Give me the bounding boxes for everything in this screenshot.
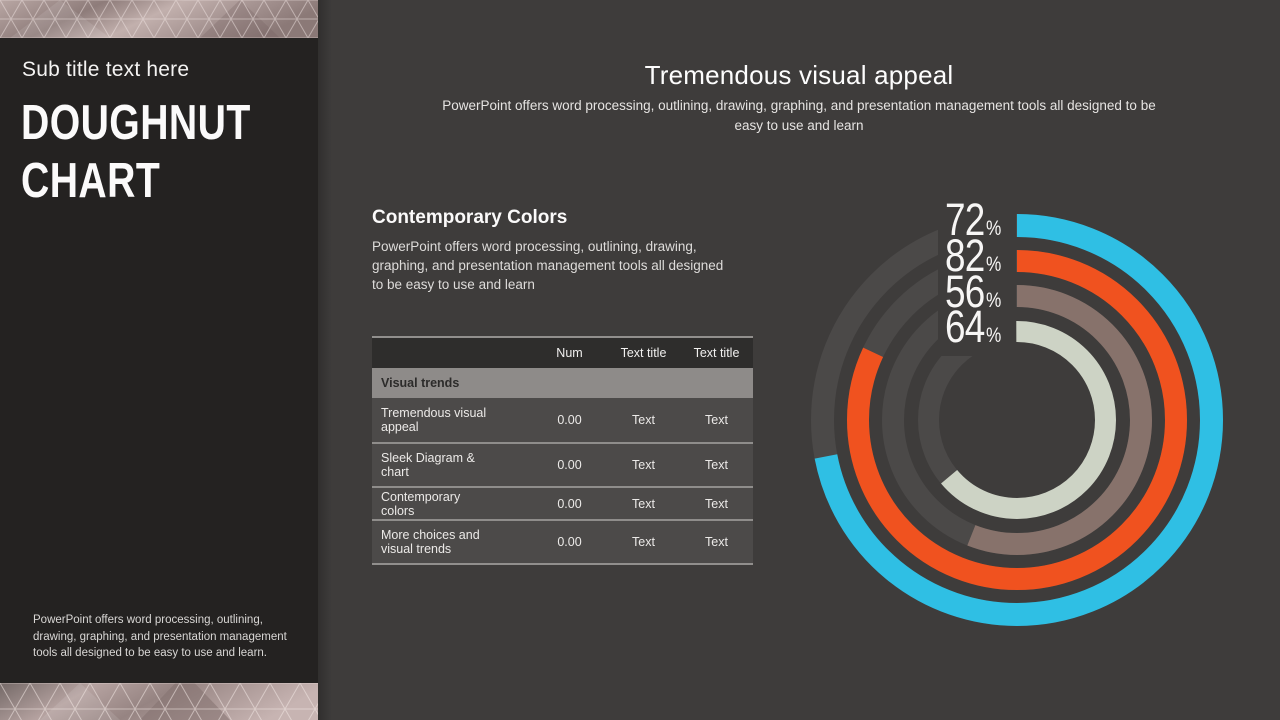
row-label: Sleek Diagram & chart — [381, 451, 475, 479]
row-text-2: Text — [705, 458, 728, 472]
page-title: Tremendous visual appeal — [644, 60, 954, 90]
ring-1-value: 72 — [945, 194, 985, 245]
ring-4-value: 64 — [945, 301, 985, 352]
labels-backdrop — [938, 196, 1016, 356]
ring-4-arc — [918, 321, 1116, 519]
row-num: 0.00 — [557, 496, 582, 511]
slide-title-line1: DOUGHNUT — [21, 96, 251, 150]
row-text-1: Text — [632, 535, 655, 549]
row-text-2: Text — [705, 496, 728, 511]
triangle-pattern-banner-top — [0, 0, 318, 38]
table-group-row: Visual trends — [372, 368, 753, 398]
row-label: Contemporary colors — [381, 489, 461, 518]
row-num: 0.00 — [557, 535, 582, 549]
triangle-pattern-banner-bottom — [0, 683, 318, 720]
row-text-1: Text — [632, 496, 655, 511]
slide-title-line2: CHART — [21, 154, 161, 208]
percent-sign: % — [986, 253, 1002, 276]
table-header-text-title-2: Text title — [693, 346, 740, 360]
slide-title: DOUGHNUT CHART — [21, 94, 251, 210]
section-body-text: PowerPoint offers word processing, outli… — [372, 239, 724, 292]
doughnut-chart — [811, 196, 1223, 626]
data-table: Num Text title Text title Visual trends … — [372, 336, 753, 565]
table-row: More choices and visual trends 0.00 Text… — [372, 519, 753, 563]
percent-sign: % — [986, 217, 1002, 240]
table-header-row: Num Text title Text title — [372, 338, 753, 368]
row-num: 0.00 — [557, 458, 582, 472]
ring-1-value-label: 72% — [945, 197, 1002, 242]
row-label: Tremendous visual appeal — [381, 406, 487, 434]
page-subtitle: PowerPoint offers word processing, outli… — [442, 98, 1156, 133]
ring-3-value-label: 56% — [945, 269, 1002, 314]
ring-3-arc — [882, 285, 1152, 555]
row-label: More choices and visual trends — [381, 528, 480, 556]
table-header-text-title-1: Text title — [620, 346, 667, 360]
slide-subtitle: Sub title text here — [22, 58, 190, 81]
row-num: 0.00 — [557, 413, 582, 427]
ring-2-value: 82 — [945, 230, 985, 281]
ring-4-value-label: 64% — [945, 304, 1002, 349]
table-row: Sleek Diagram & chart 0.00 Text Text — [372, 442, 753, 486]
percent-sign: % — [986, 288, 1002, 312]
sidebar-edge-shadow — [318, 0, 332, 720]
percent-sign: % — [986, 324, 1002, 347]
ring-2-value-label: 82% — [945, 233, 1002, 278]
table-row: Contemporary colors 0.00 Text Text — [372, 486, 753, 519]
table-row: Tremendous visual appeal 0.00 Text Text — [372, 398, 753, 442]
sidebar-footer-text: PowerPoint offers word processing, outli… — [33, 614, 287, 659]
row-text-2: Text — [705, 413, 728, 427]
row-text-1: Text — [632, 413, 655, 427]
table-header-num: Num — [556, 346, 583, 360]
ring-3-value: 56 — [945, 265, 985, 317]
ring-2-arc — [847, 250, 1187, 590]
row-text-1: Text — [632, 458, 655, 472]
ring-1-arc — [811, 214, 1223, 626]
row-text-2: Text — [705, 535, 728, 549]
section-title: Contemporary Colors — [372, 207, 568, 228]
sidebar-panel: Sub title text here DOUGHNUT CHART Power… — [0, 0, 318, 720]
